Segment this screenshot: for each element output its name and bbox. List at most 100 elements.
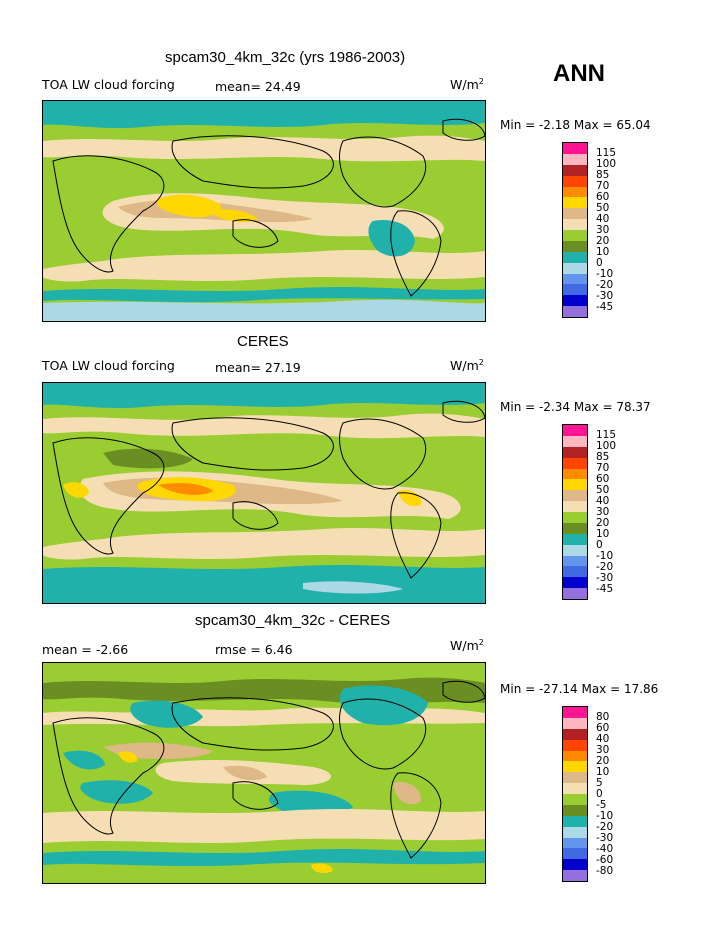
- panel3-units: W/m2: [450, 638, 484, 654]
- legend-swatch: [563, 295, 587, 307]
- legend-label: -10: [596, 810, 614, 822]
- map-band: [398, 489, 422, 507]
- legend-label: -10: [596, 550, 614, 562]
- coastline: [52, 437, 165, 555]
- legend-swatch: [563, 479, 587, 491]
- legend-swatch: [563, 555, 587, 567]
- legend-label: 85: [596, 169, 610, 181]
- legend-swatch: [563, 739, 587, 751]
- coastline: [232, 781, 279, 810]
- legend-label: -30: [596, 832, 614, 844]
- legend-swatch: [563, 804, 587, 816]
- panel3-legend-bar: [562, 706, 588, 882]
- legend-label: 30: [596, 506, 610, 518]
- panel1-map: [42, 100, 486, 322]
- legend-label: 100: [596, 158, 617, 170]
- coastline: [390, 210, 442, 297]
- legend-swatch: [563, 240, 587, 252]
- panel2-map: [42, 382, 486, 604]
- legend-label: 115: [596, 147, 617, 159]
- legend-label: -5: [596, 799, 607, 811]
- legend-label: 10: [596, 246, 610, 258]
- legend-swatch: [563, 262, 587, 274]
- coastline: [442, 400, 485, 423]
- panel2-title: CERES: [237, 333, 289, 350]
- map-band: [43, 849, 485, 867]
- panel1-title: spcam30_4km_32c (yrs 1986-2003): [165, 49, 406, 66]
- legend-swatch: [563, 251, 587, 263]
- coastline: [52, 155, 165, 273]
- map-band: [80, 780, 153, 804]
- legend-swatch: [563, 446, 587, 458]
- legend-swatch: [563, 512, 587, 523]
- panel1-mean-label: mean= 24.49: [215, 79, 301, 94]
- coastline: [339, 136, 427, 208]
- legend-swatch: [563, 761, 587, 773]
- legend-label: 50: [596, 484, 610, 496]
- legend-swatch: [563, 208, 587, 220]
- coastline: [171, 135, 334, 189]
- legend-label: 85: [596, 451, 610, 463]
- legend-swatch: [563, 544, 587, 556]
- map-band: [43, 565, 485, 603]
- legend-label: 0: [596, 539, 603, 551]
- legend-swatch: [563, 164, 587, 176]
- legend-label: 5: [596, 777, 603, 789]
- coastline: [390, 492, 442, 579]
- legend-label: 60: [596, 473, 610, 485]
- coastline: [339, 698, 427, 770]
- legend-label: -80: [596, 865, 614, 877]
- legend-swatch: [563, 522, 587, 534]
- coastline: [339, 418, 427, 490]
- map-band: [158, 483, 213, 495]
- legend-swatch: [563, 284, 587, 296]
- legend-swatch: [563, 425, 587, 436]
- map-band: [43, 413, 485, 439]
- map-band: [103, 448, 193, 469]
- map-band: [43, 809, 485, 843]
- legend-label: -30: [596, 572, 614, 584]
- legend-label: 20: [596, 235, 610, 247]
- legend-label: 30: [596, 224, 610, 236]
- map-band: [208, 209, 258, 223]
- legend-swatch: [563, 457, 587, 469]
- legend-swatch: [563, 717, 587, 729]
- panel2-legend-bar: [562, 424, 588, 600]
- legend-swatch: [563, 219, 587, 230]
- legend-label: 30: [596, 744, 610, 756]
- legend-label: 70: [596, 462, 610, 474]
- legend-swatch: [563, 728, 587, 740]
- legend-swatch: [563, 186, 587, 198]
- panel2-units: W/m2: [450, 358, 484, 374]
- coastline: [442, 680, 485, 703]
- panel3-rmse-label: rmse = 6.46: [215, 642, 293, 657]
- legend-label: 50: [596, 202, 610, 214]
- legend-label: 80: [596, 711, 610, 723]
- coastline: [171, 697, 334, 751]
- map-band: [43, 135, 485, 162]
- legend-swatch: [563, 230, 587, 241]
- legend-swatch: [563, 707, 587, 718]
- panel1-legend-bar: [562, 142, 588, 318]
- map-band: [43, 101, 485, 129]
- legend-swatch: [563, 588, 587, 599]
- map-band: [63, 750, 105, 770]
- legend-swatch: [563, 815, 587, 827]
- legend-swatch: [563, 848, 587, 860]
- legend-swatch: [563, 794, 587, 805]
- legend-label: 10: [596, 528, 610, 540]
- legend-swatch: [563, 859, 587, 871]
- legend-swatch: [563, 772, 587, 784]
- legend-label: 20: [596, 517, 610, 529]
- legend-swatch: [563, 533, 587, 545]
- panel3-title: spcam30_4km_32c - CERES: [195, 612, 391, 629]
- map-band: [130, 700, 203, 728]
- map-band: [43, 528, 485, 560]
- legend-swatch: [563, 750, 587, 762]
- legend-label: 20: [596, 755, 610, 767]
- legend-swatch: [563, 870, 587, 881]
- legend-swatch: [563, 468, 587, 480]
- legend-swatch: [563, 175, 587, 187]
- legend-label: 70: [596, 180, 610, 192]
- legend-label: 115: [596, 429, 617, 441]
